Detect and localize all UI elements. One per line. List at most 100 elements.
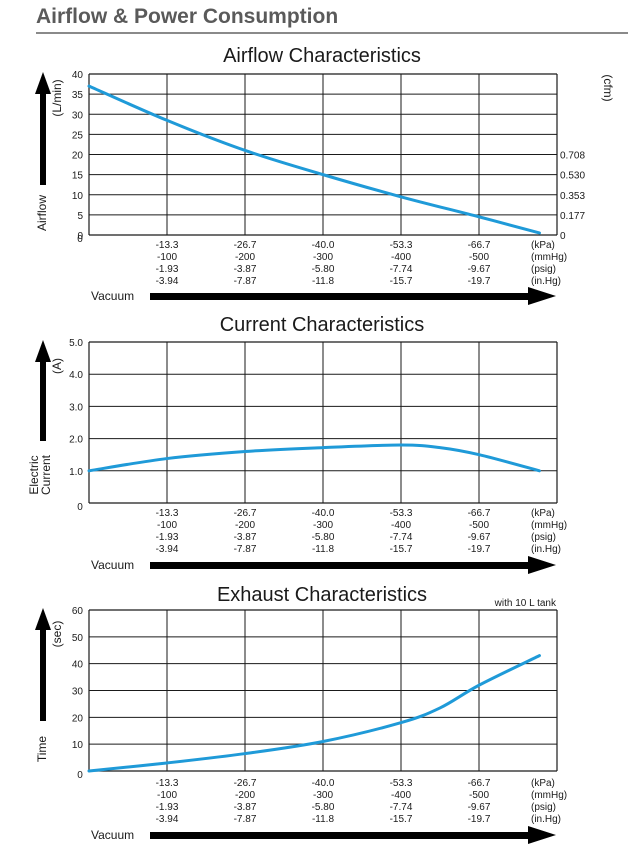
x-unit-label: (in.Hg) (531, 544, 561, 555)
y-axis-arrow-shaft (40, 92, 46, 185)
y-tick-label: 25 (72, 130, 84, 141)
x-tick-label: -53.3 (390, 240, 413, 251)
x-unit-label: (psig) (531, 802, 556, 813)
x-tick-label: -7.74 (390, 802, 413, 813)
x-tick-label: -40.0 (312, 508, 335, 519)
x-tick-label: -7.87 (234, 276, 257, 287)
y-tick-label: 30 (72, 110, 84, 121)
x-tick-label: -53.3 (390, 508, 413, 519)
x-tick-label: -13.3 (156, 240, 179, 251)
x-tick-label: -500 (469, 790, 489, 801)
x-axis-label: Vacuum (91, 289, 134, 303)
y-axis-label: Airflow (35, 195, 49, 231)
x-tick-label: -40.0 (312, 240, 335, 251)
x-tick-label: -15.7 (390, 544, 413, 555)
x-tick-label: -1.93 (156, 264, 179, 275)
origin-label: 0 (77, 770, 83, 781)
x-unit-label: (in.Hg) (531, 276, 561, 287)
x-tick-label: -3.87 (234, 802, 257, 813)
y-axis-label: Current (39, 454, 53, 495)
x-tick-label: -19.7 (468, 814, 491, 825)
x-tick-label: -19.7 (468, 276, 491, 287)
x-tick-label: -15.7 (390, 276, 413, 287)
x-tick-label: -5.80 (312, 264, 335, 275)
x-axis-arrow-shaft (150, 293, 530, 300)
x-axis-label: Vacuum (91, 558, 134, 572)
y2-tick-label: 0 (560, 231, 566, 242)
x-tick-label: -40.0 (312, 778, 335, 789)
y2-tick-label: 0.708 (560, 151, 585, 162)
x-tick-label: -7.74 (390, 264, 413, 275)
y-tick-label: 30 (72, 687, 84, 698)
x-tick-label: -26.7 (234, 240, 257, 251)
current-chart: Current Characteristics 1.0 2.0 3.0 4.0 5.0 0… (27, 314, 567, 574)
x-tick-label: -200 (235, 790, 255, 801)
x-tick-label: -7.87 (234, 544, 257, 555)
x-unit-label: (kPa) (531, 778, 555, 789)
x-tick-label: -3.87 (234, 532, 257, 543)
y-tick-label: 1.0 (69, 467, 83, 478)
x-tick-label: -500 (469, 520, 489, 531)
page-title: Airflow & Power Consumption (36, 5, 338, 28)
y2-tick-label: 0.530 (560, 171, 585, 182)
y-axis-label: Time (35, 736, 49, 763)
y-tick-label: 50 (72, 633, 84, 644)
y-tick-label: 20 (72, 151, 84, 162)
y-tick-label: 40 (72, 660, 84, 671)
y-tick-label: 10 (72, 191, 84, 202)
y-axis-arrow-head (35, 340, 51, 362)
x-tick-label: -9.67 (468, 532, 491, 543)
x-tick-label: -400 (391, 252, 411, 263)
y-unit-label: (sec) (50, 621, 64, 648)
x-tick-label: -66.7 (468, 778, 491, 789)
y-unit-label: (A) (50, 358, 64, 374)
y2-tick-label: 0.177 (560, 211, 585, 222)
x-tick-label: -19.7 (468, 544, 491, 555)
x-axis-arrow-shaft (150, 832, 530, 839)
y-tick-label: 15 (72, 171, 84, 182)
series-line (87, 443, 541, 473)
x-tick-label: -9.67 (468, 802, 491, 813)
x-tick-label: -7.87 (234, 814, 257, 825)
chart-title: Exhaust Characteristics (217, 584, 427, 606)
y2-unit-label: (cfm) (601, 74, 615, 101)
x-tick-label: -300 (313, 520, 333, 531)
series-line (87, 84, 541, 235)
x-tick-label: -400 (391, 520, 411, 531)
y-axis-arrow-head (35, 72, 51, 94)
y-axis-arrow-head (35, 608, 51, 630)
x-tick-label: -7.74 (390, 532, 413, 543)
x-tick-label: -13.3 (156, 508, 179, 519)
x-tick-label: -300 (313, 790, 333, 801)
x-tick-label: -66.7 (468, 508, 491, 519)
x-tick-label: -3.94 (156, 814, 179, 825)
x-unit-label: (kPa) (531, 508, 555, 519)
y-unit-label: (L/min) (50, 79, 64, 116)
x-tick-label: -3.94 (156, 544, 179, 555)
origin-label: 0 (77, 234, 83, 245)
chart-note: with 10 L tank (494, 598, 557, 609)
x-tick-label: -500 (469, 252, 489, 263)
y-tick-label: 10 (72, 740, 84, 751)
y2-tick-label: 0.353 (560, 191, 585, 202)
x-unit-label: (mmHg) (531, 252, 567, 263)
x-tick-label: -11.8 (312, 814, 334, 825)
x-axis-arrow-head (528, 287, 556, 305)
x-tick-label: -3.94 (156, 276, 179, 287)
x-tick-label: -200 (235, 520, 255, 531)
y-tick-label: 20 (72, 713, 84, 724)
x-tick-label: -300 (313, 252, 333, 263)
x-tick-label: -26.7 (234, 508, 257, 519)
x-axis-label: Vacuum (91, 828, 134, 842)
y-axis-arrow-shaft (40, 628, 46, 721)
y-tick-label: 35 (72, 90, 84, 101)
y-axis-label: Electric (27, 455, 41, 494)
y-tick-label: 4.0 (69, 370, 83, 381)
x-tick-label: -1.93 (156, 532, 179, 543)
x-tick-label: -3.87 (234, 264, 257, 275)
y-tick-label: 0 (77, 231, 83, 242)
x-unit-label: (kPa) (531, 240, 555, 251)
y-tick-label: 40 (72, 70, 84, 81)
x-unit-label: (mmHg) (531, 520, 567, 531)
x-axis-arrow-shaft (150, 562, 530, 569)
